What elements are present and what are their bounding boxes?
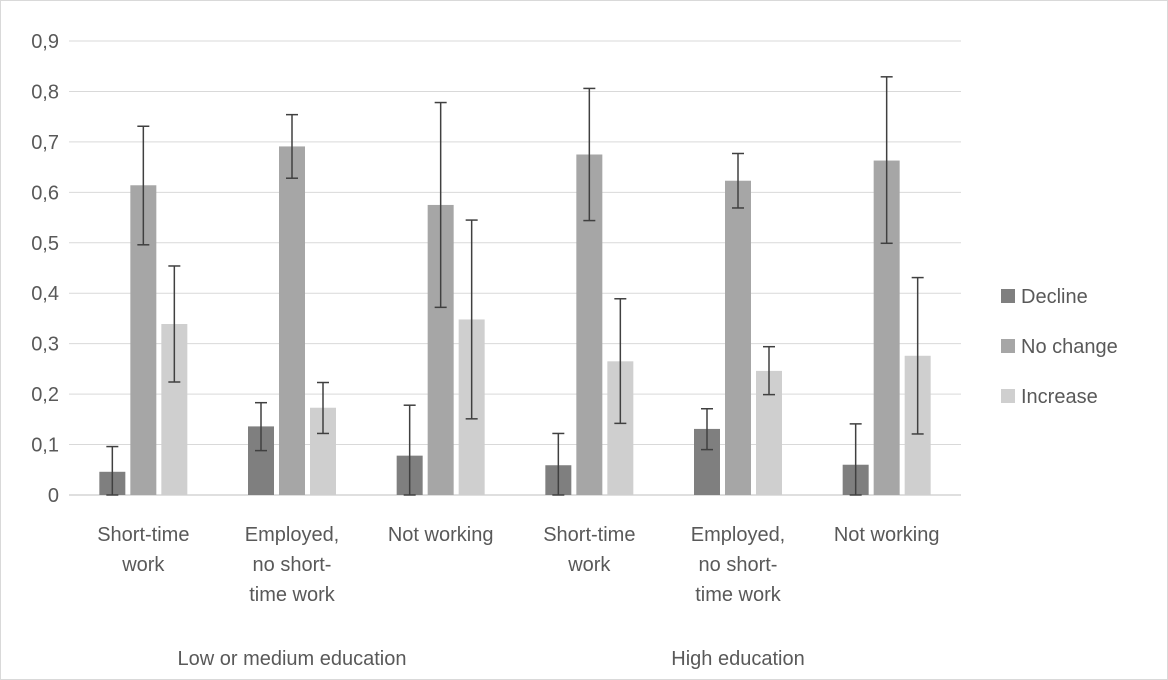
x-category-label: Employed, bbox=[691, 524, 786, 546]
x-category-label: no short- bbox=[699, 554, 778, 576]
x-group-label: Low or medium education bbox=[177, 648, 406, 670]
legend-swatch bbox=[1001, 389, 1015, 403]
y-tick-label: 0,1 bbox=[31, 435, 59, 457]
x-category-label: Short-time bbox=[97, 524, 189, 546]
y-tick-label: 0,3 bbox=[31, 334, 59, 356]
y-tick-label: 0,6 bbox=[31, 182, 59, 204]
bar-no-change bbox=[725, 180, 751, 495]
x-category-label: Employed, bbox=[245, 524, 340, 546]
x-category-label: Short-time bbox=[543, 524, 635, 546]
x-category-label: no short- bbox=[253, 554, 332, 576]
y-tick-label: 0,7 bbox=[31, 132, 59, 154]
x-category-label: time work bbox=[695, 584, 782, 606]
x-category-label: work bbox=[121, 554, 165, 576]
x-category-label: work bbox=[567, 554, 611, 576]
x-category-label: Not working bbox=[834, 524, 940, 546]
x-group-label: High education bbox=[671, 648, 804, 670]
y-tick-label: 0,2 bbox=[31, 384, 59, 406]
legend-swatch bbox=[1001, 289, 1015, 303]
legend-label: Decline bbox=[1021, 286, 1088, 308]
legend-label: Increase bbox=[1021, 386, 1098, 408]
y-tick-label: 0,8 bbox=[31, 81, 59, 103]
x-category-label: Not working bbox=[388, 524, 494, 546]
x-category-label: time work bbox=[249, 584, 336, 606]
y-tick-label: 0,5 bbox=[31, 233, 59, 255]
y-tick-label: 0,4 bbox=[31, 283, 59, 305]
legend-label: No change bbox=[1021, 336, 1118, 358]
bar-no-change bbox=[279, 146, 305, 495]
y-tick-label: 0 bbox=[48, 485, 59, 507]
legend-swatch bbox=[1001, 339, 1015, 353]
y-tick-label: 0,9 bbox=[31, 31, 59, 53]
